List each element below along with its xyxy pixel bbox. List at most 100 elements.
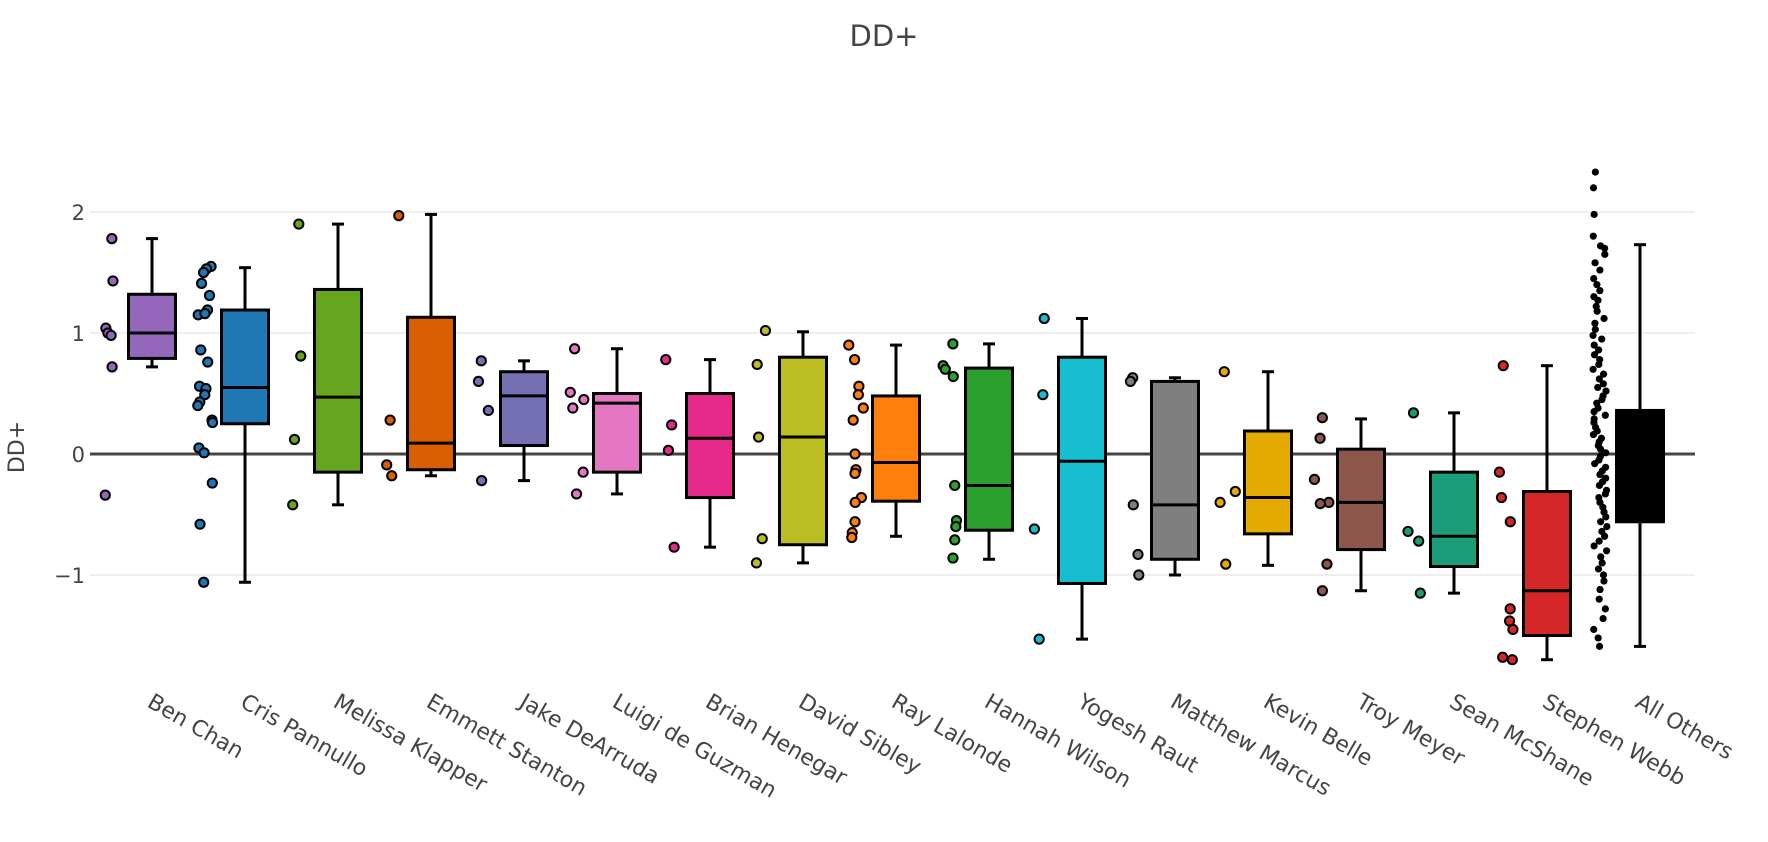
data-point [1593,307,1601,315]
data-point [1590,351,1599,359]
box-iqr [127,292,177,360]
data-point [1589,431,1598,439]
data-point [1037,389,1049,401]
data-point [1589,232,1597,240]
data-point [195,344,207,356]
data-point [1590,625,1598,634]
data-point [195,277,208,289]
data-point [1602,449,1610,457]
box-matthew-marcus [1124,372,1200,581]
data-point [1028,523,1040,535]
box-sean-mcshane [1402,407,1479,599]
box-iqr [871,394,921,503]
data-point [949,479,961,492]
box-yogesh-raut [1028,312,1107,645]
box-david-sibley [750,324,828,569]
box-hannah-wilson [937,338,1014,564]
data-point [1596,266,1604,274]
data-point [668,541,680,553]
data-point [662,444,675,456]
data-point [1599,370,1608,378]
box-ben-chan [99,233,177,501]
data-point [1594,565,1603,573]
box-iqr [1057,355,1107,585]
x-tick-label: Emmett Stanton [422,690,591,802]
data-point [849,496,861,508]
y-tick-label: 2 [72,201,85,225]
box-cris-pannullo [192,260,270,588]
data-point [1599,380,1607,388]
data-point [384,414,396,426]
data-point [194,518,206,530]
data-point [1507,623,1519,636]
box-iqr [1522,490,1572,638]
data-point [759,324,772,337]
data-point [1590,341,1598,349]
data-point [1601,490,1610,498]
data-point [1124,375,1137,387]
data-point [475,355,487,367]
box-troy-meyer [1308,412,1386,597]
data-point [1595,481,1604,490]
data-point [1127,499,1139,511]
data-point [107,275,119,287]
x-tick-label: Luigi de Guzman [608,690,781,804]
data-point [199,389,211,401]
data-point [393,210,405,222]
data-point [1600,577,1608,585]
data-point [1497,360,1509,372]
data-point [1595,537,1603,545]
data-point [1590,210,1598,219]
data-point [849,516,861,528]
data-point [1504,516,1516,528]
data-point [1506,654,1518,666]
data-point [1598,395,1606,404]
data-point [1220,558,1232,570]
data-point [947,370,959,383]
box-stephen-webb [1493,360,1572,666]
box-iqr [1429,470,1479,569]
data-point [1595,375,1603,383]
data-point [1602,513,1610,521]
data-point [1407,407,1420,419]
data-point [578,393,590,406]
data-point [476,475,488,487]
data-point [1594,383,1602,392]
y-tick-label: −1 [54,564,85,588]
data-point [852,389,864,401]
data-point [1314,432,1326,444]
data-point [1589,184,1598,192]
data-point [1601,605,1609,613]
box-iqr [1150,379,1200,561]
data-point [567,402,579,414]
data-point [472,375,485,387]
box-all-others [1589,168,1665,650]
data-point [1590,274,1598,283]
box-iqr [778,355,828,547]
data-point [1595,642,1604,650]
data-point [1314,498,1326,510]
data-point [847,414,859,426]
data-point [199,308,211,320]
data-point [950,521,962,533]
data-point [756,533,768,545]
box-melissa-klapper [287,218,363,511]
data-point [577,466,589,478]
data-point [752,431,765,443]
data-point [569,343,581,355]
data-point [1316,412,1328,424]
box-ray-lalonde [843,339,921,544]
data-point [1595,360,1603,369]
data-point [1596,287,1604,295]
data-point [1133,569,1145,581]
data-point [1497,651,1509,663]
box-iqr [1243,429,1293,536]
data-point [1596,585,1604,594]
data-point [1594,634,1602,642]
box-kevin-belle [1214,366,1293,570]
data-point [1603,523,1611,531]
data-point [203,289,216,302]
data-point [750,557,763,569]
data-point [381,459,393,471]
